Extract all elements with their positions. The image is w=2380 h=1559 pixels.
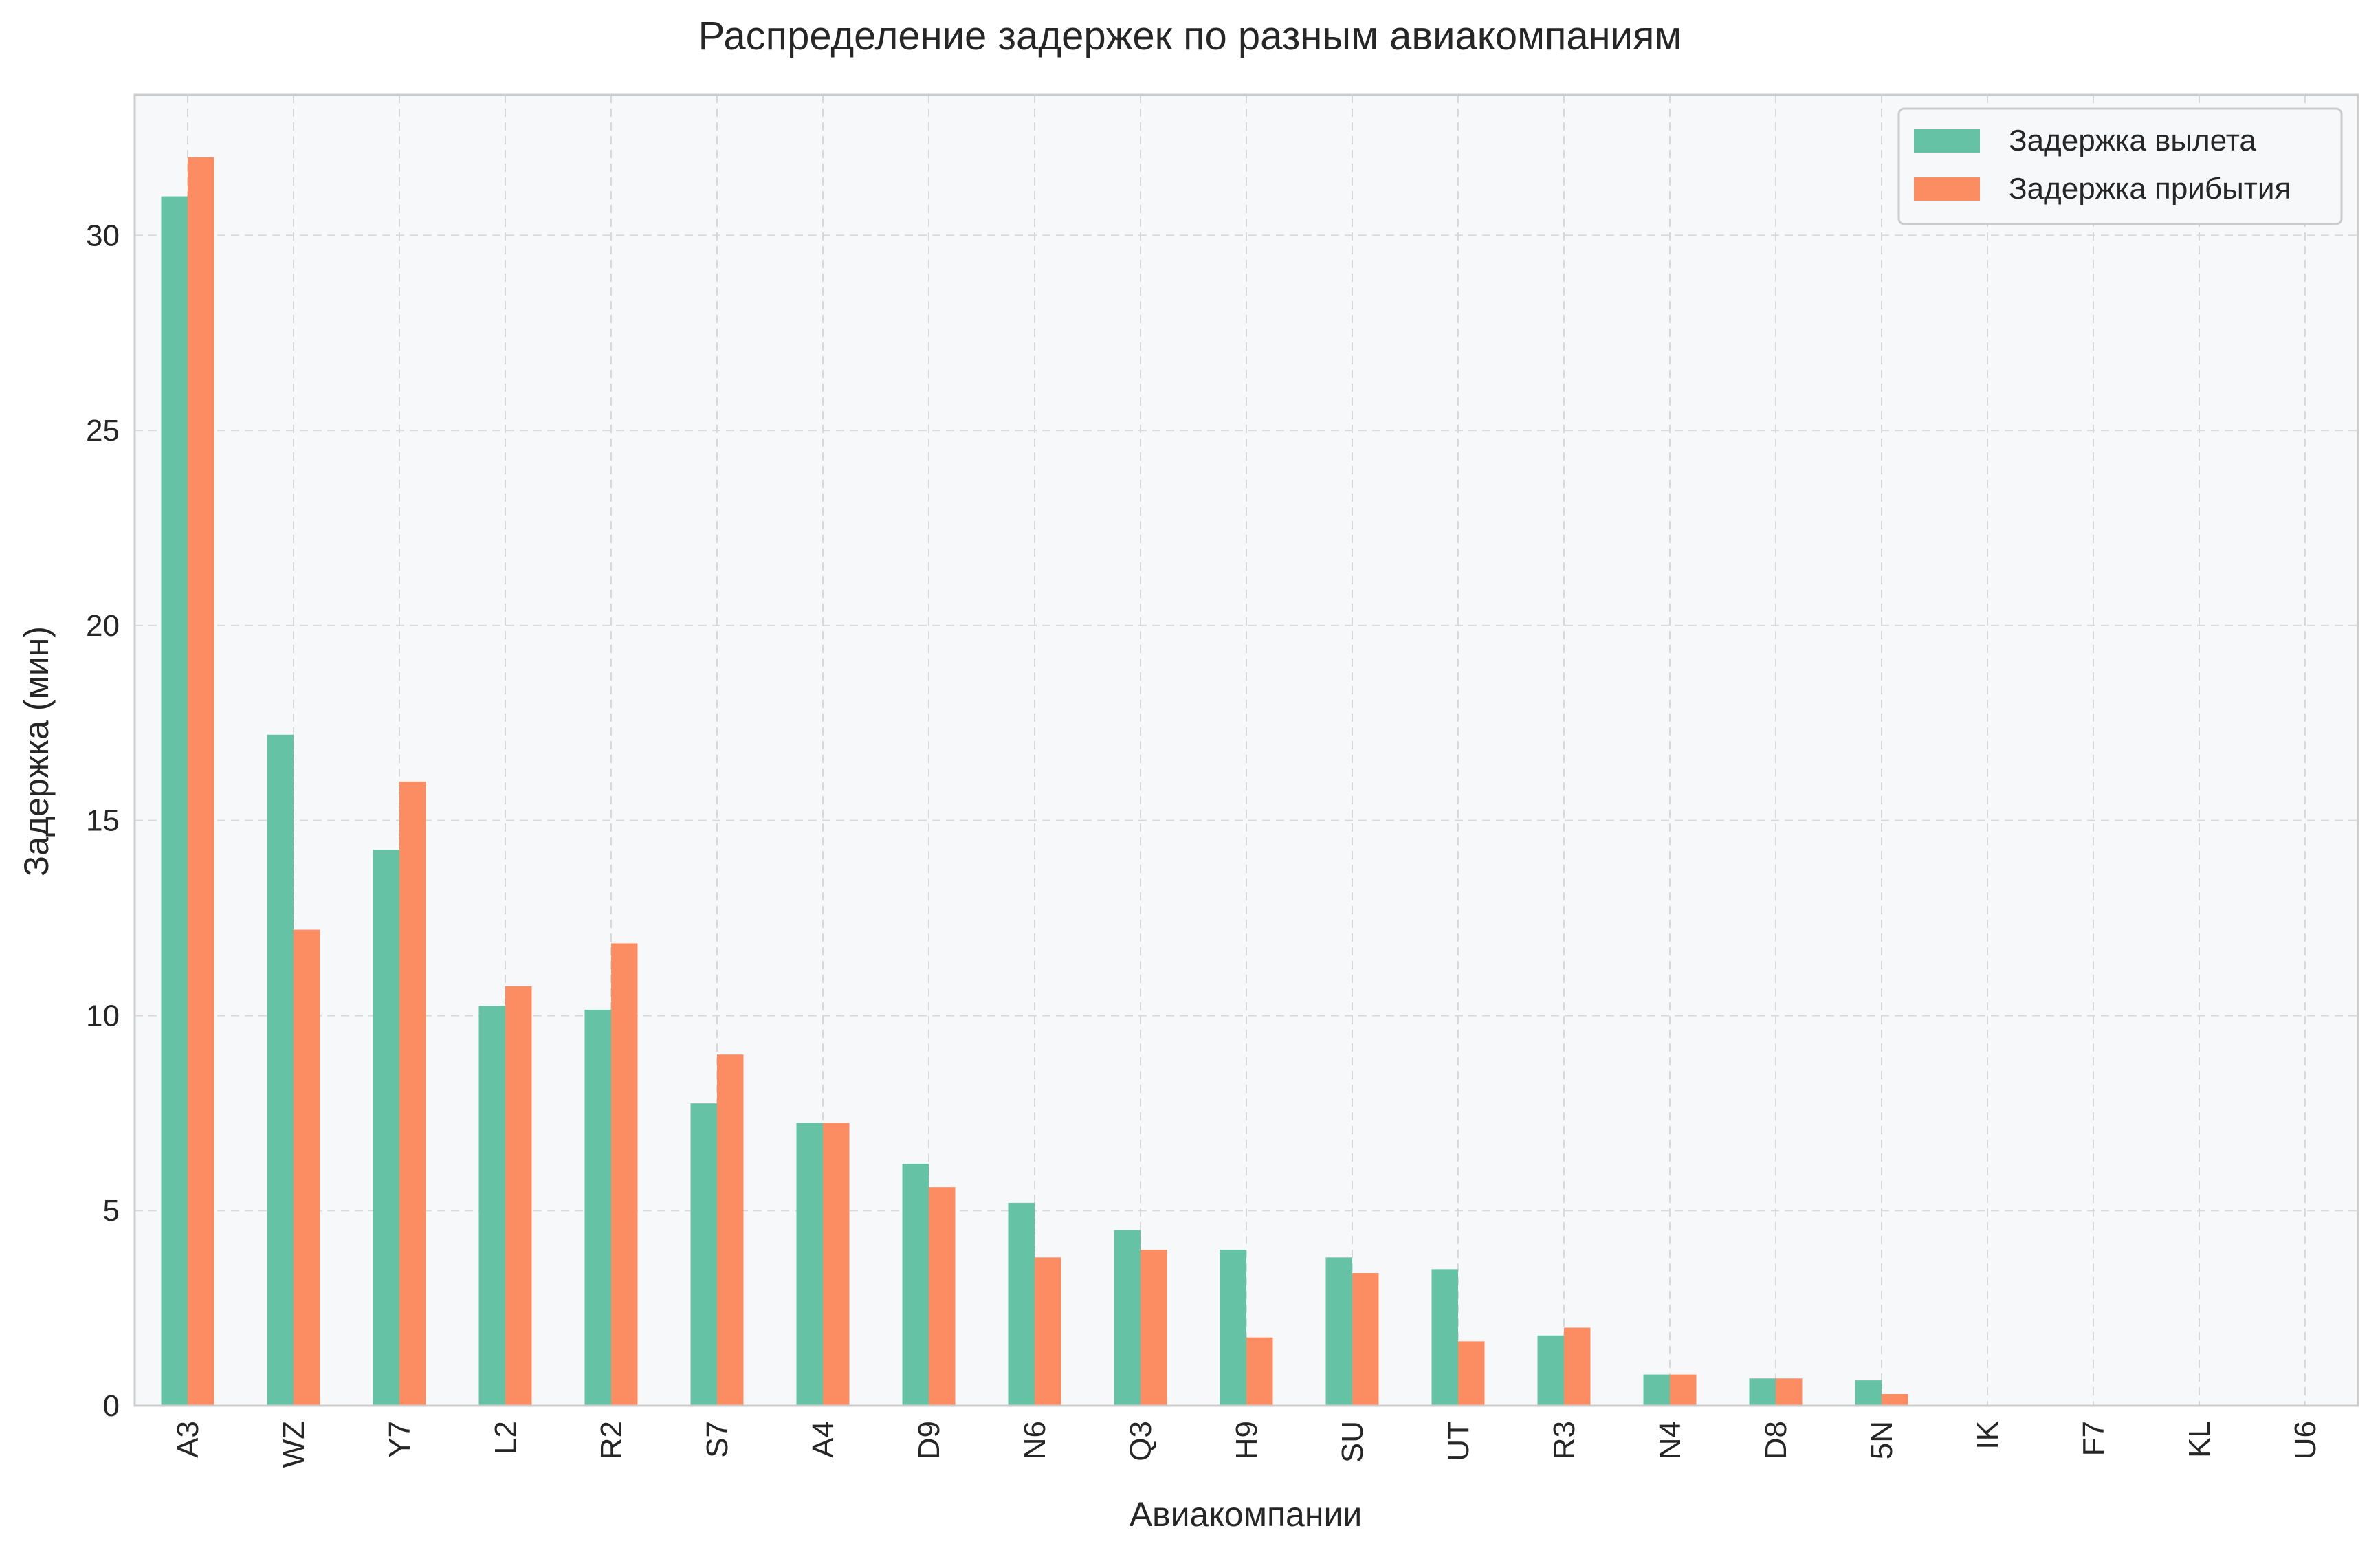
bar bbox=[1246, 1337, 1273, 1406]
x-tick-label: R2 bbox=[595, 1421, 628, 1459]
series-arrival-delay bbox=[188, 157, 1908, 1406]
y-axis-label: Задержка (мин) bbox=[17, 626, 56, 876]
bar bbox=[1035, 1257, 1061, 1406]
bar bbox=[1670, 1374, 1697, 1406]
x-tick-label: IK bbox=[1971, 1421, 2005, 1450]
x-tick-label: H9 bbox=[1230, 1421, 1264, 1459]
bar bbox=[188, 157, 214, 1406]
legend-swatch bbox=[1914, 177, 1980, 201]
plot-area bbox=[135, 95, 2358, 1406]
x-tick-label: R3 bbox=[1547, 1421, 1581, 1459]
y-tick-label: 15 bbox=[86, 804, 120, 838]
y-tick-label: 30 bbox=[86, 219, 120, 252]
chart-title: Распределение задержек по разным авиаком… bbox=[698, 14, 1682, 58]
bar bbox=[1325, 1257, 1352, 1406]
bar bbox=[717, 1054, 744, 1406]
bar bbox=[584, 1009, 611, 1406]
series-departure-delay bbox=[161, 196, 1882, 1406]
x-tick-label: A3 bbox=[171, 1421, 205, 1458]
x-tick-label: D9 bbox=[912, 1421, 946, 1459]
x-tick-label: F7 bbox=[2077, 1421, 2111, 1456]
x-tick-label: N4 bbox=[1653, 1421, 1687, 1459]
bar bbox=[929, 1187, 956, 1406]
x-tick-label: L2 bbox=[489, 1421, 522, 1455]
bar bbox=[1220, 1249, 1246, 1406]
bar bbox=[399, 781, 426, 1406]
bar bbox=[1141, 1249, 1167, 1406]
x-tick-label: WZ bbox=[277, 1421, 311, 1468]
bar bbox=[690, 1103, 717, 1406]
bar bbox=[1564, 1327, 1591, 1406]
x-tick-label: KL bbox=[2183, 1421, 2216, 1458]
x-tick-label: A4 bbox=[806, 1421, 840, 1458]
bar bbox=[478, 1006, 505, 1406]
x-tick-label: Q3 bbox=[1124, 1421, 1158, 1461]
bar bbox=[1776, 1378, 1803, 1406]
x-tick-label: UT bbox=[1442, 1421, 1475, 1461]
x-tick-label: Y7 bbox=[383, 1421, 417, 1458]
x-axis-label: Авиакомпании bbox=[1130, 1495, 1363, 1534]
x-tick-label: S7 bbox=[701, 1421, 734, 1458]
bar bbox=[161, 196, 188, 1406]
bar bbox=[1882, 1393, 1908, 1406]
bar bbox=[1008, 1202, 1035, 1406]
y-tick-label: 20 bbox=[86, 609, 120, 643]
bar bbox=[1431, 1269, 1458, 1406]
bar bbox=[823, 1123, 850, 1406]
bar bbox=[1537, 1335, 1564, 1406]
x-tick-label: N6 bbox=[1018, 1421, 1052, 1459]
bar bbox=[267, 734, 294, 1406]
x-tick-label: 5N bbox=[1865, 1421, 1899, 1459]
bar bbox=[611, 943, 638, 1406]
y-tick-label: 0 bbox=[103, 1389, 120, 1423]
y-tick-label: 10 bbox=[86, 999, 120, 1032]
bar bbox=[373, 850, 399, 1406]
bar bbox=[1749, 1378, 1776, 1406]
bar bbox=[1352, 1273, 1379, 1406]
x-tick-label: D8 bbox=[1759, 1421, 1793, 1459]
legend-frame bbox=[1897, 107, 2343, 225]
plot-frame bbox=[133, 93, 2359, 1407]
bar bbox=[294, 929, 320, 1406]
x-tick-label: SU bbox=[1336, 1421, 1369, 1463]
bar bbox=[1643, 1374, 1670, 1406]
legend-label: Задержка прибытия bbox=[2009, 172, 2291, 206]
legend: Задержка вылета Задержка прибытия bbox=[1897, 107, 2343, 225]
x-tick-label: U6 bbox=[2289, 1421, 2322, 1459]
bar bbox=[1458, 1341, 1485, 1406]
y-tick-label: 5 bbox=[103, 1194, 120, 1228]
bar bbox=[1114, 1230, 1141, 1406]
y-tick-label: 25 bbox=[86, 414, 120, 447]
legend-swatch bbox=[1914, 129, 1980, 153]
bar bbox=[796, 1123, 823, 1406]
bar bbox=[505, 986, 532, 1406]
bar bbox=[902, 1164, 929, 1406]
legend-label: Задержка вылета bbox=[2009, 124, 2256, 157]
bar bbox=[1855, 1380, 1882, 1406]
